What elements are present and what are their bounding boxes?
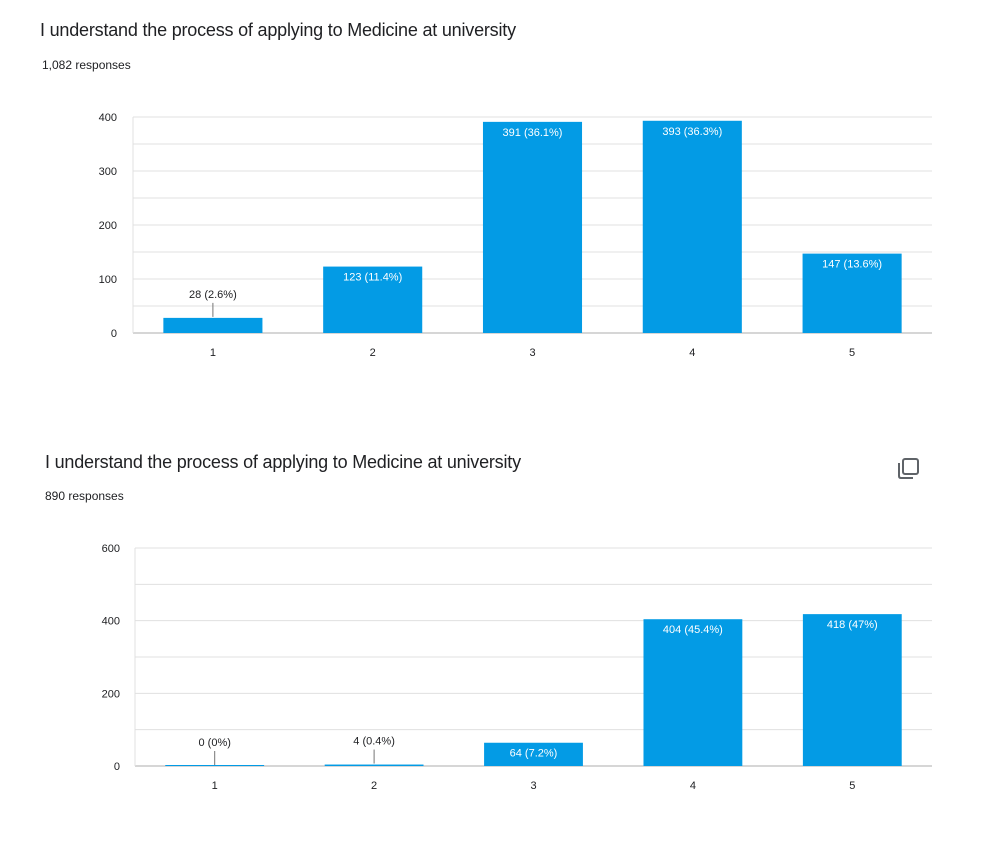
response-count: 1,082 responses <box>42 58 131 72</box>
bar[interactable] <box>802 253 902 333</box>
data-label: 404 (45.4%) <box>663 624 723 636</box>
bar[interactable] <box>642 120 742 333</box>
bar[interactable] <box>482 121 583 333</box>
copy-icon <box>898 458 919 479</box>
data-label: 393 (36.3%) <box>662 126 722 138</box>
response-count: 890 responses <box>45 489 124 503</box>
x-tick-label: 2 <box>370 347 376 359</box>
bar[interactable] <box>324 764 424 766</box>
y-tick-label: 300 <box>99 166 117 178</box>
bar-chart: 0 200 400 600 0 (0%) 1 4 (0.4%) 2 64 (7.2%) 3 404 … <box>102 543 932 792</box>
bar[interactable] <box>643 619 743 766</box>
bar[interactable] <box>323 266 423 333</box>
data-label: 64 (7.2%) <box>510 748 558 760</box>
y-tick-label: 200 <box>102 688 120 700</box>
data-label: 28 (2.6%) <box>189 289 237 301</box>
bar[interactable] <box>484 742 583 766</box>
chart-card-1: I understand the process of applying to … <box>0 0 1000 400</box>
y-tick-label: 400 <box>99 112 117 124</box>
y-tick-label: 400 <box>102 616 120 628</box>
data-label: 0 (0%) <box>198 737 230 749</box>
data-label: 418 (47%) <box>827 619 878 631</box>
bar[interactable] <box>163 317 263 333</box>
x-tick-label: 2 <box>371 780 377 792</box>
chart-card-2: I understand the process of applying to … <box>0 432 1000 832</box>
bar[interactable] <box>165 765 265 766</box>
x-tick-label: 3 <box>529 347 535 359</box>
copy-chart-button[interactable] <box>894 454 922 482</box>
data-label: 147 (13.6%) <box>822 259 882 271</box>
bar[interactable] <box>802 614 902 766</box>
bar-chart: 0 100 200 300 400 28 (2.6%) 1 123 (11.4%) 2 391 (… <box>99 112 932 359</box>
data-label: 4 (0.4%) <box>353 736 395 748</box>
y-tick-label: 600 <box>102 543 120 555</box>
y-tick-label: 100 <box>99 274 117 286</box>
x-tick-label: 4 <box>690 780 696 792</box>
x-tick-label: 1 <box>212 780 218 792</box>
x-tick-label: 3 <box>530 780 536 792</box>
x-tick-label: 5 <box>849 780 855 792</box>
y-tick-label: 0 <box>114 761 120 773</box>
chart-title: I understand the process of applying to … <box>40 20 516 40</box>
x-tick-label: 1 <box>210 347 216 359</box>
y-tick-label: 200 <box>99 220 117 232</box>
chart-title: I understand the process of applying to … <box>45 452 521 472</box>
data-label: 123 (11.4%) <box>343 272 402 284</box>
data-label: 391 (36.1%) <box>503 127 563 139</box>
x-tick-label: 4 <box>689 347 695 359</box>
y-tick-label: 0 <box>111 328 117 340</box>
x-tick-label: 5 <box>849 347 855 359</box>
